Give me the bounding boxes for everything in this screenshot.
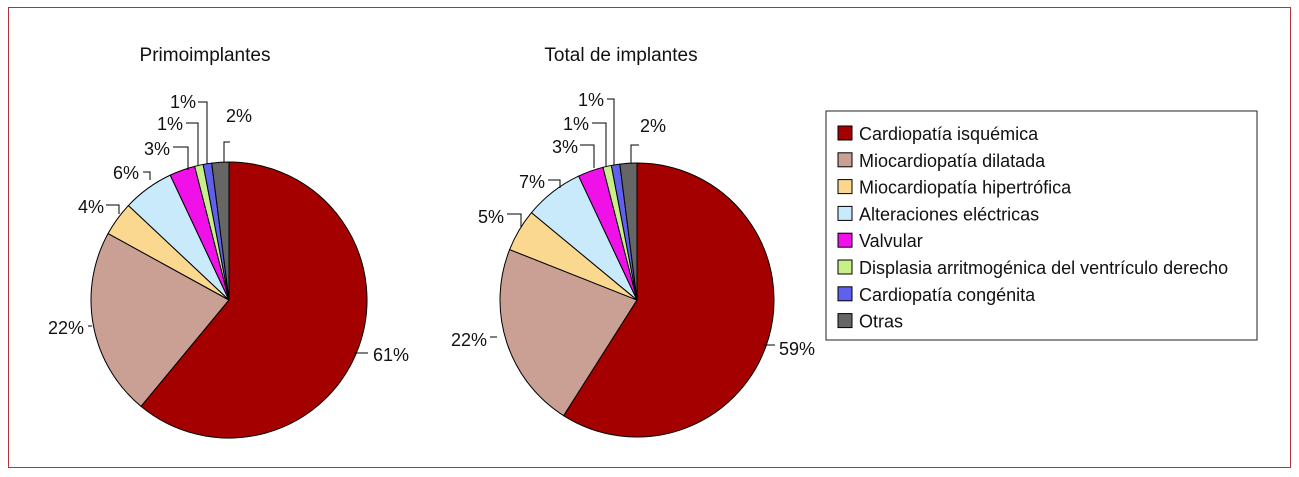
legend-swatch-cardiopatia-congenita <box>837 286 853 302</box>
pie-slice-cardiopatia-isquemica <box>140 161 368 439</box>
leader-line <box>106 204 120 214</box>
leader-line <box>607 98 615 165</box>
leader-line <box>580 144 595 168</box>
pie-slice-cardiopatia-isquemica <box>563 162 775 438</box>
data-label-miocardiopatia-hipertrofica: 5% <box>478 207 504 227</box>
data-label-cardiopatia-congenita: 1% <box>170 92 196 112</box>
data-label-cardiopatia-isquemica: 61% <box>373 345 409 365</box>
leader-line <box>143 171 151 180</box>
leader-line <box>507 213 522 227</box>
leader-line <box>630 144 639 163</box>
pie-slice-otras <box>619 162 638 301</box>
legend-swatch-cardiopatia-isquemica <box>837 125 853 141</box>
pie-chart-primoimplantes: Primoimplantes 61% 22% 4% 6%3% 1%1% 2% <box>48 45 409 439</box>
data-label-otras: 2% <box>640 116 666 136</box>
legend-swatch-displasia-arritmogenica <box>837 259 853 275</box>
data-label-alteraciones-electricas: 6% <box>113 163 139 183</box>
legend-label-valvular: Valvular <box>859 231 923 251</box>
data-label-miocardiopatia-dilatada: 22% <box>48 318 84 338</box>
leader-line <box>173 146 189 170</box>
data-label-displasia-arritmogenica: 1% <box>563 114 589 134</box>
leader-line <box>548 179 561 188</box>
data-label-miocardiopatia-hipertrofica: 4% <box>78 197 104 217</box>
pie-chart-total-de-implantes: Total de implantes 59% 22% 5% 7% 3% 1% 1% 2% <box>451 45 815 438</box>
pie-slice-otras <box>211 161 230 301</box>
data-label-valvular: 3% <box>552 137 578 157</box>
legend-label-otras: Otras <box>859 312 903 332</box>
data-label-displasia-arritmogenica: 1% <box>157 114 183 134</box>
data-label-alteraciones-electricas: 7% <box>519 172 545 192</box>
legend-swatch-otras <box>837 313 853 329</box>
legend-swatch-miocardiopatia-dilatada <box>837 152 853 168</box>
leader-line <box>592 122 607 166</box>
legend-label-cardiopatia-congenita: Cardiopatía congénita <box>859 285 1036 305</box>
data-label-miocardiopatia-dilatada: 22% <box>451 330 487 350</box>
legend-swatch-alteraciones-electricas <box>837 205 853 221</box>
leader-line <box>198 101 208 164</box>
data-label-cardiopatia-congenita: 1% <box>578 90 604 110</box>
pie-slice-miocardiopatia-dilatada <box>90 233 230 407</box>
data-label-cardiopatia-isquemica: 59% <box>779 339 815 359</box>
legend-swatch-miocardiopatia-hipertrofica <box>837 179 853 195</box>
legend-label-cardiopatia-isquemica: Cardiopatía isquémica <box>859 124 1039 144</box>
data-label-otras: 2% <box>226 106 252 126</box>
pie-slice-miocardiopatia-dilatada <box>499 249 638 417</box>
leader-line <box>186 122 199 165</box>
legend-label-displasia-arritmogenica: Displasia arritmogénica del ventrículo d… <box>859 258 1228 278</box>
legend-label-miocardiopatia-dilatada: Miocardiopatía dilatada <box>859 151 1046 171</box>
legend-label-miocardiopatia-hipertrofica: Miocardiopatía hipertrófica <box>859 178 1072 198</box>
legend-box <box>825 110 1258 341</box>
chart-title-total-de-implantes: Total de implantes <box>544 45 697 66</box>
data-label-valvular: 3% <box>144 139 170 159</box>
leader-line <box>223 141 230 162</box>
legend-swatch-valvular <box>837 232 853 248</box>
chart-title-primoimplantes: Primoimplantes <box>140 45 271 66</box>
legend: Cardiopatía isquémica Miocardiopatía dila… <box>825 110 1258 341</box>
legend-label-alteraciones-electricas: Alteraciones eléctricas <box>859 204 1039 224</box>
